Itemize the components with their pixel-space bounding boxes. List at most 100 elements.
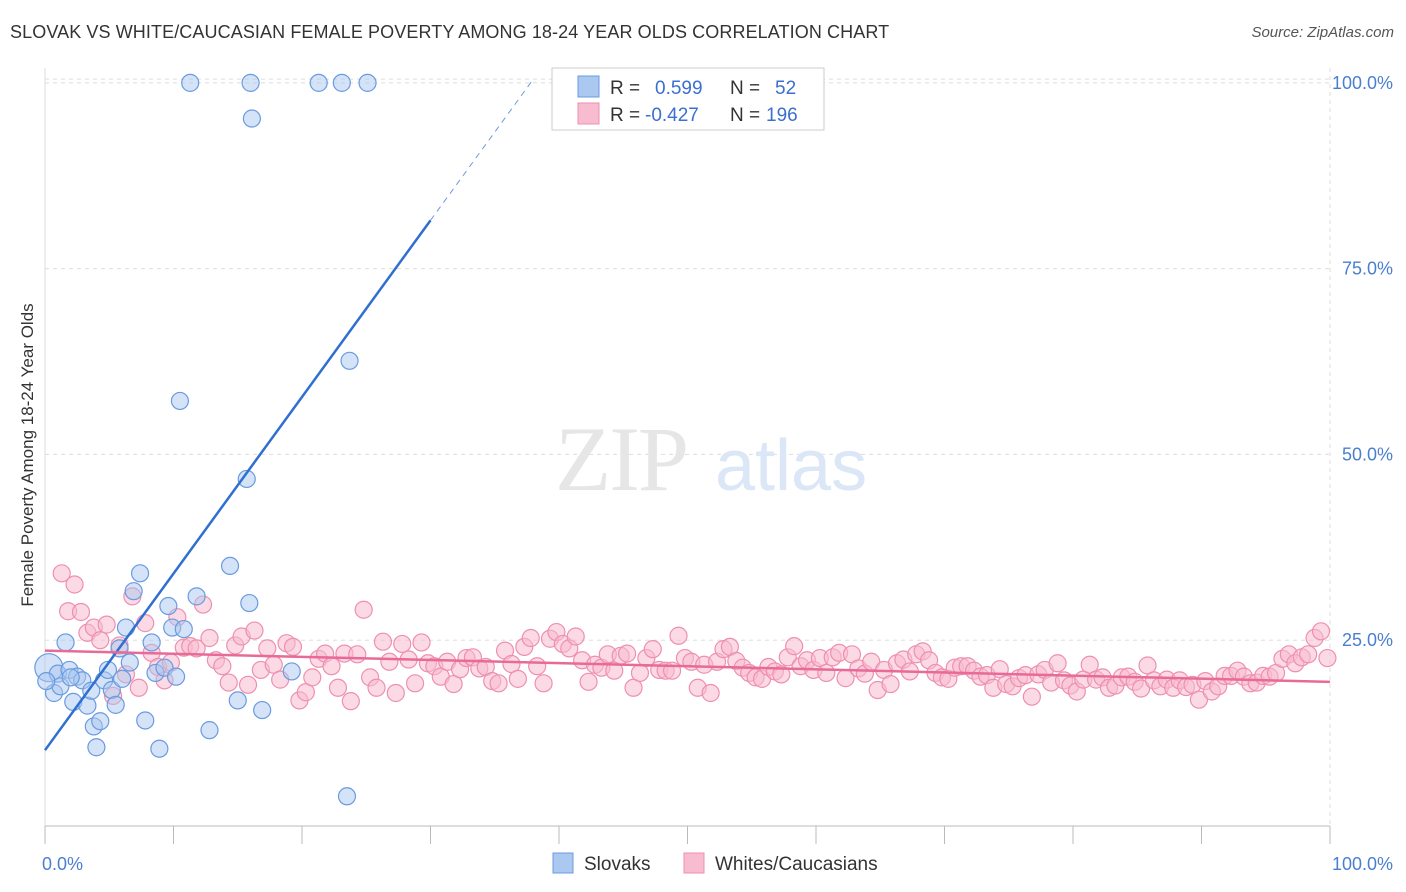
- white-trend-line: [44, 649, 1331, 684]
- slovak-point-40: [241, 73, 260, 92]
- white-point-96: [669, 626, 688, 645]
- legend-swatch-white: [577, 102, 600, 125]
- legend-n-label-0: N =: [730, 78, 760, 99]
- bottom-legend-label-white: Whites/Caucasians: [715, 854, 878, 875]
- white-point-71: [508, 669, 527, 688]
- white-point-101: [701, 683, 720, 703]
- slovak-point-30: [166, 667, 186, 686]
- white-point-88: [618, 644, 637, 663]
- slovak-point-32: [174, 619, 193, 639]
- legend-n-label-1: N =: [730, 105, 760, 126]
- white-point-21: [187, 639, 206, 658]
- white-point-53: [393, 634, 412, 654]
- slovak-point-46: [337, 787, 357, 806]
- slovak-point-24: [142, 633, 161, 652]
- slovak-point-45: [332, 73, 351, 92]
- white-point-197: [1318, 648, 1337, 668]
- slovak-point-22: [130, 564, 150, 583]
- white-point-68: [489, 674, 508, 693]
- white-point-74: [528, 657, 547, 676]
- slovak-point-26: [150, 739, 169, 758]
- white-caucasian-points: [52, 564, 1337, 711]
- white-point-23: [200, 628, 219, 648]
- slovak-point-36: [220, 556, 240, 576]
- white-point-129: [881, 674, 900, 694]
- white-point-0: [52, 564, 71, 583]
- trend-lines: [43, 78, 1331, 751]
- chart-title: SLOVAK VS WHITE/CAUCASIAN FEMALE POVERTY…: [10, 22, 890, 42]
- slovak-point-23: [136, 711, 155, 730]
- slovak-point-43: [282, 662, 301, 681]
- x-tick-label-min: 0.0%: [42, 854, 83, 874]
- slovak-point-35: [200, 721, 219, 740]
- white-point-12: [129, 678, 148, 697]
- white-point-49: [367, 678, 386, 697]
- bottom-legend-label-slovak: Slovaks: [584, 854, 651, 875]
- slovak-point-51: [112, 669, 132, 688]
- slovak-point-31: [170, 391, 190, 411]
- white-point-112: [772, 665, 791, 684]
- white-point-46: [348, 645, 367, 664]
- white-point-55: [405, 674, 425, 693]
- white-point-114: [785, 637, 804, 656]
- bottom-legend-swatch-slovak: [552, 852, 574, 874]
- slovak-point-41: [242, 109, 261, 128]
- slovak-point-4: [56, 633, 75, 652]
- slovak-point-17: [106, 695, 125, 714]
- white-point-29: [238, 675, 258, 694]
- y-tick-label-25: 25.0%: [1342, 630, 1393, 650]
- slovak-point-42: [253, 700, 272, 720]
- white-point-177: [1189, 690, 1209, 709]
- white-point-168: [1132, 679, 1151, 698]
- y-tick-label-75: 75.0%: [1342, 259, 1393, 279]
- slovak-point-21: [124, 582, 143, 601]
- slovak-point-12: [87, 738, 106, 757]
- x-ticks: [44, 826, 1331, 844]
- y-tick-labels: 25.0% 50.0% 75.0% 100.0%: [1332, 73, 1393, 650]
- slovak-point-10: [82, 681, 101, 700]
- slovak-trend-line: [43, 219, 432, 751]
- slovak-point-47: [340, 351, 359, 370]
- slovak-point-13: [91, 712, 110, 731]
- white-point-32: [258, 639, 277, 658]
- white-point-42: [322, 657, 341, 676]
- white-point-56: [412, 633, 431, 652]
- white-point-25: [213, 657, 232, 676]
- white-point-119: [817, 663, 836, 683]
- white-point-82: [579, 672, 598, 691]
- slovak-points: [34, 73, 377, 806]
- slovak-point-37: [228, 691, 247, 710]
- white-point-13: [136, 614, 155, 633]
- watermark: ZIP atlas: [555, 408, 867, 510]
- white-point-52: [386, 683, 405, 703]
- legend-n-value-1: 196: [766, 105, 798, 126]
- white-point-196: [1311, 622, 1331, 641]
- x-tick-label-max: 100.0%: [1332, 854, 1393, 874]
- legend-n-value-0: 52: [775, 78, 796, 99]
- white-point-45: [341, 692, 360, 711]
- white-point-151: [1022, 687, 1041, 706]
- white-point-36: [283, 637, 303, 657]
- slovak-point-34: [187, 587, 206, 606]
- watermark-zip: ZIP: [555, 408, 687, 510]
- slovak-point-33: [181, 73, 200, 92]
- slovak-point-19: [116, 618, 136, 637]
- bottom-legend-swatch-white: [683, 852, 705, 874]
- white-point-155: [1048, 654, 1067, 673]
- legend-swatch-slovak: [577, 75, 600, 98]
- legend-r-value-0: 0.599: [655, 78, 703, 99]
- slovak-point-50: [61, 668, 80, 687]
- slovak-point-49: [37, 671, 56, 691]
- y-tick-label-100: 100.0%: [1332, 73, 1393, 93]
- white-point-26: [219, 673, 238, 692]
- white-point-194: [1299, 645, 1318, 664]
- slovak-point-48: [358, 73, 377, 92]
- slovak-trend-extension: [430, 78, 534, 221]
- white-point-47: [354, 600, 373, 619]
- slovak-point-38: [237, 469, 256, 489]
- slovak-point-39: [240, 593, 259, 613]
- axes: [44, 68, 1330, 827]
- white-point-30: [245, 621, 264, 640]
- white-point-6: [91, 631, 110, 650]
